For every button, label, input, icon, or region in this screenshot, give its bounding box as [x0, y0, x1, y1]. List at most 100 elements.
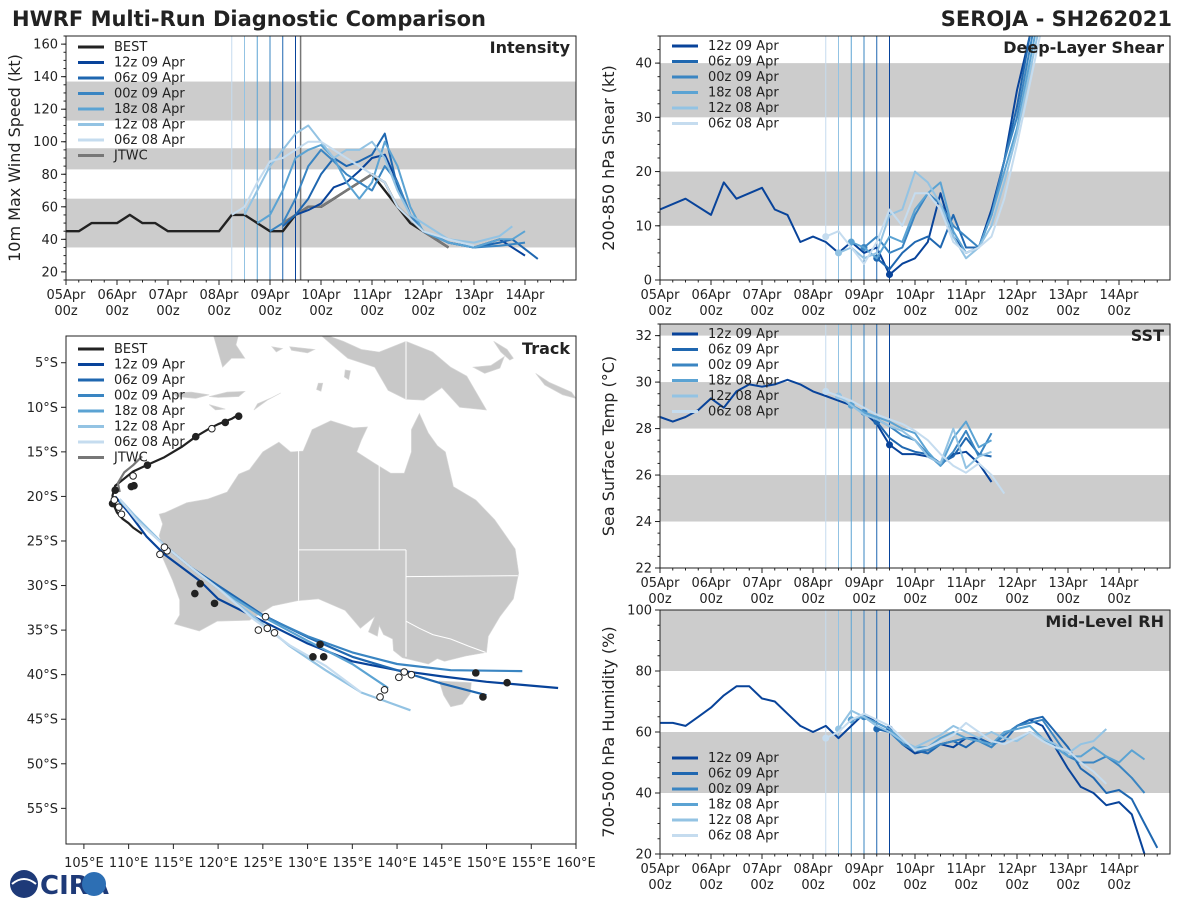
sst-series-06z-08-apr — [825, 390, 1006, 495]
rh-series-00z-09-apr — [863, 715, 1146, 794]
track-position-marker — [319, 653, 328, 661]
track-xtick-label: 135°E — [333, 856, 373, 871]
sst-xtick-label: 11Apr — [946, 576, 986, 591]
shear-legend-label-18z-08-apr: 18z 08 Apr — [708, 86, 779, 101]
track-xtick-label: 145°E — [422, 856, 462, 871]
track-legend-label-06z-09-apr: 06z 09 Apr — [114, 373, 185, 388]
shear-xtick-label: 07Apr — [742, 288, 782, 303]
shear-legend-label-00z-09-apr: 00z 09 Apr — [708, 70, 779, 85]
sst-band-0 — [660, 475, 1170, 522]
shear-ytick-label: 0 — [644, 274, 652, 289]
track-position-marker — [400, 668, 409, 676]
track-legend-label-00z-09-apr: 00z 09 Apr — [114, 389, 185, 404]
rh-legend-label-18z-08-apr: 18z 08 Apr — [708, 798, 779, 813]
rh-xtick-label: 00z — [648, 878, 672, 893]
rh-xtick-label: 12Apr — [997, 862, 1037, 877]
cira-logo: CIRA — [10, 870, 109, 901]
sst-legend-label-06z-08-apr: 06z 08 Apr — [708, 405, 779, 420]
land-sumbawa — [172, 391, 210, 399]
shear-panel: 01020304005Apr00z06Apr00z07Apr00z08Apr00… — [599, 35, 1171, 319]
track-position-marker — [160, 543, 169, 552]
land-buru — [271, 346, 284, 353]
sst-xtick-label: 00z — [903, 592, 927, 607]
state-border-4 — [405, 575, 518, 578]
sst-xtick-label: 08Apr — [793, 576, 833, 591]
sst-band-1 — [660, 382, 1170, 429]
track-xtick-label: 105°E — [64, 856, 104, 871]
sst-series-18z-08-apr — [850, 404, 992, 467]
rh-ytick-label: 60 — [635, 726, 652, 741]
track-position-marker — [407, 670, 416, 679]
sst-xtick-label: 07Apr — [742, 576, 782, 591]
shear-band-1 — [660, 63, 1170, 118]
intensity-band-2 — [66, 81, 576, 121]
intensity-xtick-label: 13Apr — [454, 288, 494, 303]
sst-xtick-label: 13Apr — [1048, 576, 1088, 591]
track-frame — [65, 335, 577, 845]
track-xtick-label: 140°E — [377, 856, 417, 871]
shear-legend-label-12z-09-apr: 12z 09 Apr — [708, 39, 779, 54]
track-position-marker — [110, 496, 119, 504]
track-legend-label-06z-08-apr: 06z 08 Apr — [114, 435, 185, 450]
intensity-xtick-label: 08Apr — [199, 288, 239, 303]
track-position-marker — [221, 418, 230, 427]
intensity-ylabel: 10m Max Wind Speed (kt) — [5, 54, 24, 262]
track-title: Track — [522, 339, 570, 358]
track-position-marker — [376, 693, 384, 701]
shear-xtick-label: 12Apr — [997, 288, 1037, 303]
intensity-xtick-label: 14Apr — [505, 288, 545, 303]
sst-title: SST — [1131, 326, 1164, 345]
intensity-series-06z-08-apr — [231, 140, 475, 247]
track-legend-label-12z-09-apr: 12z 09 Apr — [114, 358, 185, 373]
state-border-5 — [405, 620, 486, 653]
rh-xtick-label: 00z — [1107, 878, 1131, 893]
shear-xtick-label: 00z — [801, 304, 825, 319]
rh-xtick-label: 08Apr — [793, 862, 833, 877]
shear-series-18z-08-apr — [850, 36, 1036, 260]
track-legend-label-jtwc: JTWC — [113, 451, 148, 466]
intensity-band-1 — [66, 148, 576, 170]
intensity-xtick-label: 00z — [207, 304, 231, 319]
rh-xtick-label: 00z — [750, 878, 774, 893]
intensity-ytick-label: 160 — [33, 38, 58, 53]
shear-xtick-label: 00z — [750, 304, 774, 319]
intensity-ytick-label: 80 — [41, 168, 58, 183]
land-solomons — [535, 373, 576, 399]
shear-ytick-label: 40 — [635, 57, 652, 72]
track-plot-area — [66, 336, 576, 844]
rh-xtick-label: 10Apr — [895, 862, 935, 877]
rh-xtick-label: 07Apr — [742, 862, 782, 877]
shear-xtick-label: 13Apr — [1048, 288, 1088, 303]
shear-xtick-label: 00z — [1107, 304, 1131, 319]
sst-xtick-label: 00z — [1107, 592, 1131, 607]
shear-series-00z-09-apr — [863, 36, 1034, 254]
track-position-marker — [210, 599, 219, 608]
shear-xtick-label: 00z — [903, 304, 927, 319]
sst-legend-label-06z-09-apr: 06z 09 Apr — [708, 343, 779, 358]
rh-xtick-label: 11Apr — [946, 862, 986, 877]
shear-xtick-label: 06Apr — [691, 288, 731, 303]
shear-init-point-12z-09-apr — [886, 271, 893, 279]
shear-init-point-12z-08-apr — [835, 249, 842, 257]
intensity-xtick-label: 00z — [462, 304, 486, 319]
rh-xtick-label: 05Apr — [640, 862, 680, 877]
intensity-xtick-label: 00z — [258, 304, 282, 319]
shear-legend-label-06z-08-apr: 06z 08 Apr — [708, 117, 779, 132]
sst-init-point-06z-08-apr — [822, 387, 830, 395]
intensity-xtick-label: 00z — [156, 304, 180, 319]
rh-ytick-label: 80 — [635, 665, 652, 680]
track-line-12z-09-apr — [114, 495, 559, 690]
track-position-marker — [156, 550, 164, 559]
track-xtick-label: 110°E — [109, 856, 149, 871]
rh-xtick-label: 14Apr — [1099, 862, 1139, 877]
rh-ytick-label: 100 — [627, 604, 652, 619]
sst-xtick-label: 00z — [954, 592, 978, 607]
track-ytick-label: 45°S — [27, 713, 58, 728]
sst-ylabel: Sea Surface Temp (°C) — [599, 356, 618, 536]
track-xtick-label: 115°E — [154, 856, 194, 871]
storm-title: SEROJA - SH262021 — [941, 7, 1172, 31]
track-position-marker — [208, 424, 216, 433]
intensity-series-18z-08-apr — [256, 140, 526, 249]
shear-series-06z-08-apr — [825, 36, 1041, 265]
